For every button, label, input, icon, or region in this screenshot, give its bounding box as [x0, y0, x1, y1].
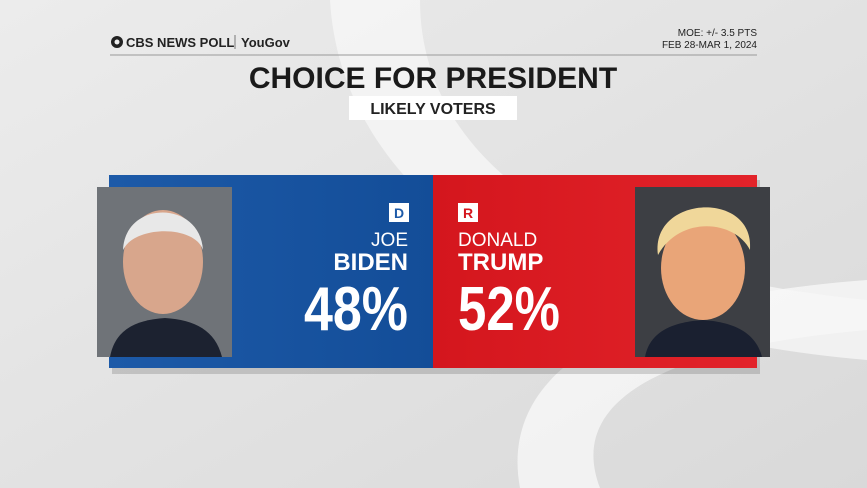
biden-photo	[97, 187, 232, 357]
party-badge	[389, 203, 409, 222]
party-badge	[458, 203, 478, 222]
share: 48%	[304, 275, 408, 344]
share: 52%	[458, 275, 560, 344]
last-name: BIDEN	[333, 249, 408, 276]
last-name: TRUMP	[458, 249, 543, 276]
title: CHOICE FOR PRESIDENT	[249, 62, 617, 95]
party: D	[394, 205, 404, 221]
first-name: JOE	[371, 230, 408, 251]
moe: MOE: +/- 3.5 PTS	[678, 28, 758, 39]
trump-photo	[635, 187, 770, 357]
partner: YouGov	[241, 35, 291, 50]
subtitle: LIKELY VOTERS	[370, 101, 496, 118]
header: CBS NEWS POLL YouGov MOE: +/- 3.5 PTS FE…	[110, 28, 758, 56]
first-name: DONALD	[458, 230, 537, 251]
swoosh	[517, 280, 867, 488]
cbs-eye-pupil	[114, 39, 120, 45]
logo: CBS NEWS POLL	[126, 35, 234, 50]
dates: FEB 28-MAR 1, 2024	[662, 40, 757, 51]
trump-text: R DONALD TRUMP 52%	[458, 203, 560, 344]
party: R	[463, 205, 473, 221]
subtitle-box	[349, 96, 517, 120]
biden-text: D JOE BIDEN 48%	[304, 203, 409, 344]
